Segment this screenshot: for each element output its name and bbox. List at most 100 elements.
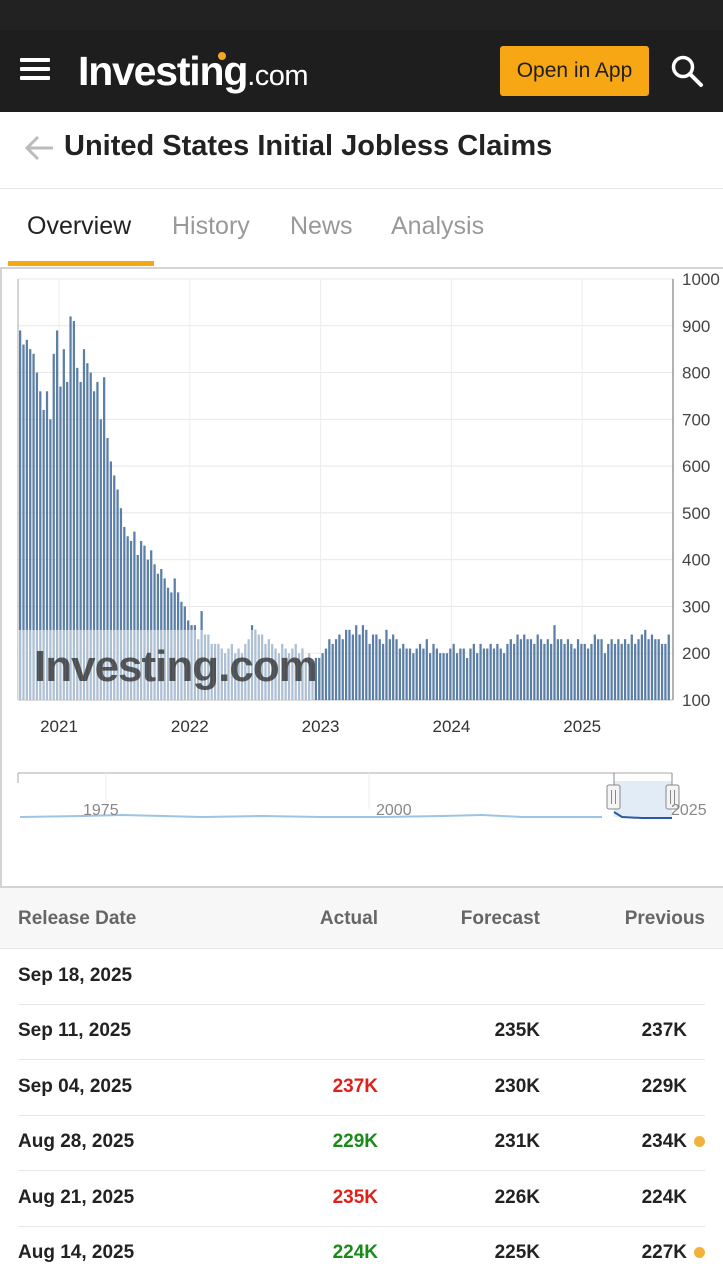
back-arrow-icon[interactable] [24, 132, 56, 164]
chart-bar [637, 639, 640, 700]
chart-bar [116, 489, 119, 700]
chart-bar [509, 639, 512, 700]
chart-bar [586, 648, 590, 700]
chart-bar [449, 648, 452, 700]
open-in-app-button[interactable]: Open in App [500, 46, 649, 96]
previous-cell: 234K [641, 1131, 687, 1153]
chart-bar [345, 629, 348, 700]
column-header-previous[interactable]: Previous [624, 908, 705, 929]
column-header-forecast[interactable]: Forecast [460, 908, 540, 929]
table-row[interactable]: Sep 11, 2025 235K 237K [18, 1004, 705, 1061]
table-row[interactable]: Aug 14, 2025 224K 225K 227K [18, 1226, 705, 1280]
chart-bar [482, 648, 486, 700]
chart-bar [59, 386, 62, 700]
chart-bar [126, 536, 129, 700]
y-tick-label: 900 [682, 317, 710, 336]
chart-bar [103, 377, 106, 700]
chart-bar [96, 381, 99, 700]
chart-bar [35, 372, 39, 700]
tab-overview[interactable]: Overview [27, 212, 132, 240]
chart-bar [492, 648, 496, 700]
chart-container[interactable]: Investing.com 1000 900 800 700 600 500 400 300 2… [0, 267, 723, 888]
y-tick-label: 800 [682, 364, 710, 383]
table-row[interactable]: Aug 28, 2025 229K 231K 234K [18, 1115, 705, 1172]
logo[interactable]: Investing.com [78, 46, 309, 101]
y-axis: 1000 900 800 700 600 500 400 300 200 100 [682, 270, 720, 710]
chart-bar [502, 653, 506, 700]
chart-bar [55, 330, 59, 700]
chart-bar [45, 391, 49, 700]
y-tick-label: 200 [682, 644, 710, 663]
chart-bar [355, 625, 358, 700]
chart-bar [348, 629, 351, 700]
chart-bar [119, 508, 123, 700]
tab-analysis[interactable]: Analysis [391, 212, 485, 240]
title-bar: United States Initial Jobless Claims [0, 112, 723, 189]
column-header-release-date[interactable]: Release Date [18, 908, 137, 929]
chart-bar [408, 648, 412, 700]
chart-bar [371, 634, 375, 700]
chart-bar [654, 639, 657, 700]
chart-bar [634, 643, 637, 700]
navigator-label-2025: 2025 [671, 802, 707, 819]
chart-bar [99, 419, 102, 700]
chart-bar [613, 643, 617, 700]
chart-bar [583, 643, 586, 700]
forecast-cell: 235K [494, 1020, 540, 1042]
search-icon[interactable] [670, 54, 704, 88]
table-row[interactable]: Sep 18, 2025 [18, 949, 705, 1005]
chart-bar [647, 639, 650, 700]
release-date-cell: Sep 18, 2025 [18, 965, 133, 986]
watermark-text: Investing.com [34, 642, 317, 691]
chart-bar [664, 643, 667, 700]
y-tick-label: 700 [682, 410, 710, 429]
chart-navigator[interactable]: 1975 2000 2025 [17, 772, 707, 824]
chart-bar [516, 634, 519, 700]
menu-icon[interactable] [20, 58, 52, 82]
column-header-actual[interactable]: Actual [319, 908, 378, 929]
jobless-claims-chart[interactable]: Investing.com 1000 900 800 700 600 500 400 300 2… [2, 269, 723, 886]
chart-bar [489, 643, 492, 700]
chart-bar [650, 634, 654, 700]
chart-bar [392, 634, 395, 700]
chart-bar [324, 648, 328, 700]
chart-bar [66, 381, 69, 700]
chart-bar [113, 475, 116, 700]
chart-bar [425, 639, 428, 700]
chart-bar [25, 339, 28, 700]
chart-bar [556, 639, 559, 700]
navigator-right-handle[interactable] [665, 784, 680, 810]
chart-bar [385, 629, 388, 700]
navigator-label-1975: 1975 [83, 802, 119, 819]
release-date-cell: Aug 14, 2025 [18, 1242, 135, 1263]
table-row[interactable]: Sep 04, 2025 237K 230K 229K [18, 1060, 705, 1116]
chart-bar [341, 639, 344, 700]
chart-bar [523, 634, 526, 700]
chart-bar [455, 653, 459, 700]
tab-news[interactable]: News [290, 212, 353, 240]
chart-bar [570, 643, 573, 700]
chart-bar [19, 330, 22, 700]
chart-bar [146, 559, 149, 700]
chart-bar [375, 634, 378, 700]
chart-bar [590, 643, 593, 700]
revised-indicator-icon[interactable] [694, 1247, 705, 1258]
chart-bar [607, 643, 610, 700]
revised-indicator-icon[interactable] [694, 1136, 705, 1148]
chart-bar [92, 391, 96, 700]
x-tick-label: 2025 [563, 717, 601, 736]
chart-bar [627, 643, 630, 700]
chart-bar [139, 540, 143, 700]
chart-bar [499, 648, 502, 700]
chart-bar [331, 643, 334, 700]
chart-bar [513, 643, 516, 700]
navigator-left-handle[interactable] [606, 784, 621, 810]
y-tick-label: 600 [682, 457, 710, 476]
chart-bar [136, 554, 139, 700]
chart-bar [536, 634, 539, 700]
chart-bar [529, 639, 533, 700]
chart-bar [657, 639, 660, 700]
table-row[interactable]: Aug 21, 2025 235K 226K 224K [18, 1171, 705, 1227]
tab-history[interactable]: History [172, 212, 250, 240]
chart-bar [506, 643, 509, 700]
